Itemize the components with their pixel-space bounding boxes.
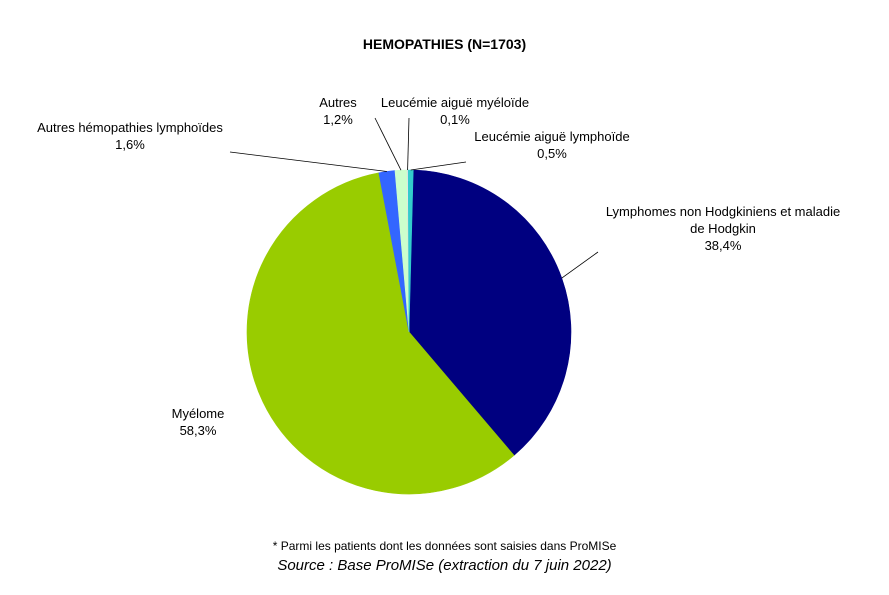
slice-label-autres-hemopathies-line1: Autres hémopathies lymphoïdes <box>37 120 223 135</box>
slice-label-lal-line1: Leucémie aiguë lymphoïde <box>474 129 630 144</box>
slice-label-lymphomes-line2: de Hodgkin <box>690 221 756 236</box>
slice-label-myelome-line1: Myélome <box>171 406 225 421</box>
slice-label-lymphomes-line1: Lymphomes non Hodgkiniens et maladie <box>605 204 841 219</box>
slice-value-lam: 0,1% <box>440 112 470 127</box>
chart-title: HEMOPATHIES (N=1703) <box>362 36 527 52</box>
slice-label-lymphomes: Lymphomes non Hodgkiniens et maladie de … <box>588 203 858 254</box>
pie-slice-lal <box>407 169 414 333</box>
slice-value-autres-hemopathies: 1,6% <box>115 137 145 152</box>
slice-label-autres-line1: Autres <box>319 95 357 110</box>
slice-value-myelome: 58,3% <box>179 423 217 438</box>
slice-label-autres-hemopathies: Autres hémopathies lymphoïdes 1,6% <box>20 119 240 153</box>
slice-value-lal: 0,5% <box>537 146 567 161</box>
pie-slice-myelome <box>246 172 515 495</box>
footnote: * Parmi les patients dont les données so… <box>272 539 617 553</box>
slice-label-lam: Leucémie aiguë myéloïde 0,1% <box>370 94 540 128</box>
leader-line-lal <box>410 161 467 171</box>
leader-line-lymphomes <box>561 251 599 279</box>
slice-value-autres: 1,2% <box>323 112 353 127</box>
slice-label-myelome: Myélome 58,3% <box>148 405 248 439</box>
pie-slice-lymphomes <box>408 169 572 456</box>
slice-value-lymphomes: 38,4% <box>704 238 742 253</box>
leader-line-autres-hemopathies <box>229 151 387 172</box>
leader-line-autres <box>374 117 402 171</box>
slice-label-autres: Autres 1,2% <box>308 94 368 128</box>
slice-label-lal: Leucémie aiguë lymphoïde 0,5% <box>462 128 642 162</box>
slice-label-lam-line1: Leucémie aiguë myéloïde <box>380 95 530 110</box>
source-note: Source : Base ProMISe (extraction du 7 j… <box>277 557 612 574</box>
leader-line-lam <box>407 117 410 171</box>
